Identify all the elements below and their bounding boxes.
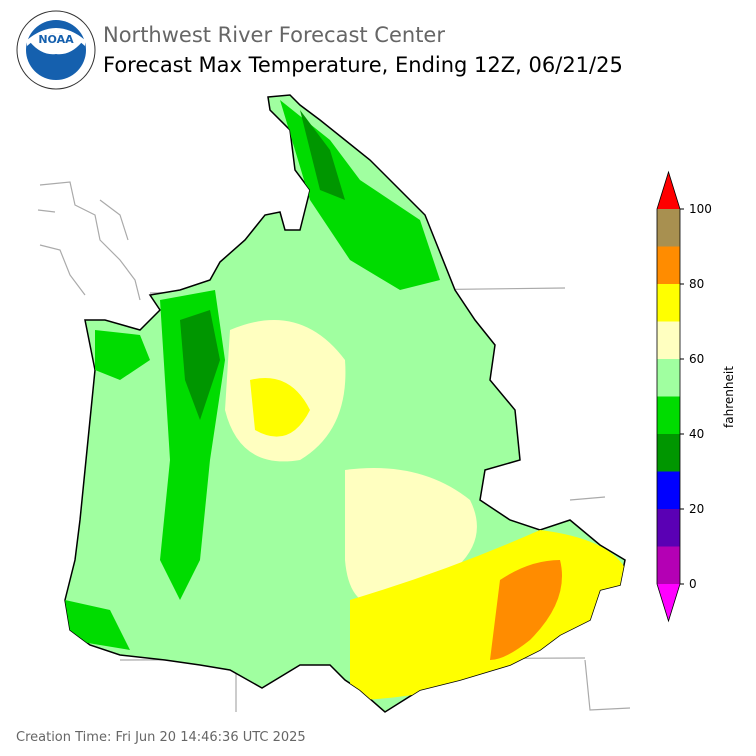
colorbar-label: fahrenheit (722, 366, 736, 428)
creation-time: Creation Time: Fri Jun 20 14:46:36 UTC 2… (16, 730, 306, 745)
map-title: Forecast Max Temperature, Ending 12Z, 06… (103, 53, 623, 77)
colorbar-segment (657, 509, 680, 547)
colorbar-segment (657, 546, 680, 584)
colorbar-segment (657, 246, 680, 284)
colorbar-segment (657, 284, 680, 322)
agency-name: Northwest River Forecast Center (103, 23, 445, 47)
colorbar-tick-label: 60 (689, 352, 704, 366)
svg-text:NOAA: NOAA (38, 33, 74, 46)
colorbar-under (657, 584, 680, 621)
colorbar-tick-label: 0 (689, 577, 697, 591)
colorbar-segment (657, 434, 680, 472)
colorbar-tick-label: 20 (689, 502, 704, 516)
colorbar: 0 20 40 60 80 100 (656, 170, 712, 623)
colorbar-segment (657, 209, 680, 247)
noaa-logo: NOAA (16, 10, 96, 90)
colorbar-over (657, 172, 680, 209)
colorbar-segment (657, 396, 680, 434)
colorbar-tick-label: 40 (689, 427, 704, 441)
colorbar-segment (657, 359, 680, 397)
colorbar-segment (657, 321, 680, 359)
map (37, 94, 631, 713)
colorbar-tick-label: 80 (689, 277, 704, 291)
colorbar-segment (657, 471, 680, 509)
colorbar-tick-label: 100 (689, 202, 712, 216)
